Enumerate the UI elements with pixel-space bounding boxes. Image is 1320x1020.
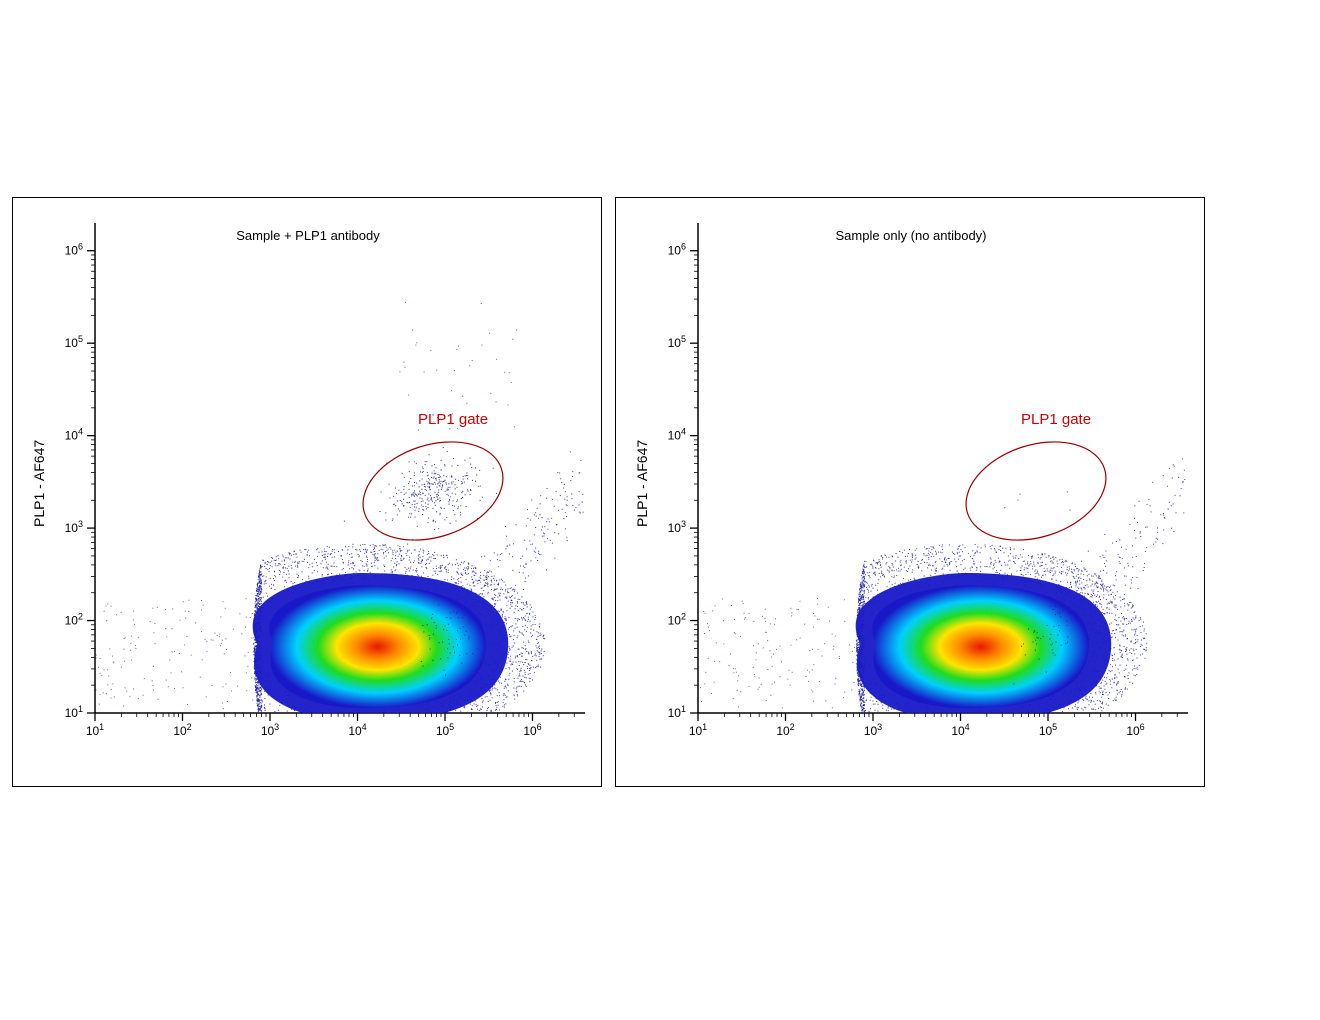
y-tick-label: 101 (65, 704, 83, 720)
y-tick-label: 102 (65, 612, 83, 628)
x-tick-label: 105 (436, 722, 454, 738)
y-tick-label: 103 (668, 519, 686, 535)
y-tick-label: 104 (65, 427, 83, 443)
page-root: Sample + PLP1 antibody PLP1 - AF647 PLP1… (0, 0, 1320, 1020)
x-tick-label: 101 (86, 722, 104, 738)
x-tick-label: 102 (173, 722, 191, 738)
x-tick-label: 106 (1126, 722, 1144, 738)
x-tick-label: 103 (261, 722, 279, 738)
scatter-plot-svg: 101 102 103 104 105 106 101 102 103 104 105 106 (616, 198, 1206, 788)
gate-ellipse (953, 425, 1118, 557)
y-tick-label: 101 (668, 704, 686, 720)
y-tick-label: 105 (65, 334, 83, 350)
y-tick-label: 105 (668, 334, 686, 350)
y-tick-label: 104 (668, 427, 686, 443)
x-tick-label: 105 (1039, 722, 1057, 738)
scatter-panel-left: Sample + PLP1 antibody PLP1 - AF647 PLP1… (12, 197, 602, 787)
x-tick-label: 102 (776, 722, 794, 738)
x-tick-label: 103 (864, 722, 882, 738)
y-tick-label: 106 (65, 242, 83, 258)
x-tick-label: 104 (951, 722, 969, 738)
scatter-panel-right: Sample only (no antibody) PLP1 - AF647 P… (615, 197, 1205, 787)
scatter-plot-svg: 101 102 103 104 105 106 101 102 103 104 105 106 (13, 198, 603, 788)
gate-ellipse (350, 425, 515, 557)
y-tick-label: 102 (668, 612, 686, 628)
x-tick-label: 104 (348, 722, 366, 738)
y-tick-label: 106 (668, 242, 686, 258)
y-tick-label: 103 (65, 519, 83, 535)
x-tick-label: 101 (689, 722, 707, 738)
x-tick-label: 106 (523, 722, 541, 738)
